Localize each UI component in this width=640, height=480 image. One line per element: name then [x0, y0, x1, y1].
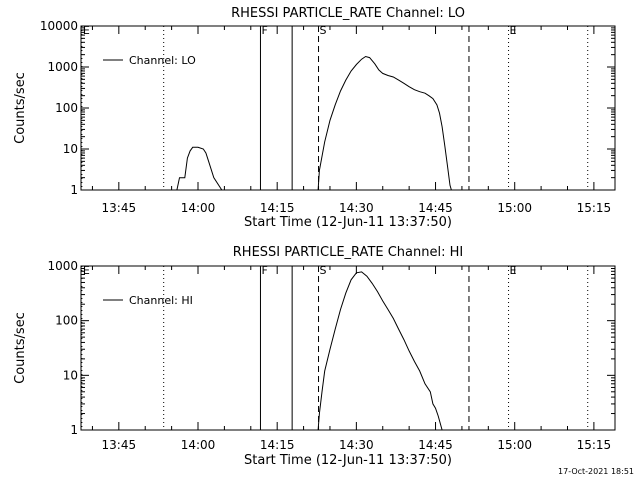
y-tick-label: 10000	[40, 19, 78, 33]
plot-frame	[80, 25, 616, 191]
legend-label: Channel: HI	[129, 294, 193, 307]
x-tick-label: 14:45	[418, 201, 453, 215]
event-marker-label: E	[510, 264, 517, 277]
event-marker-label: E	[83, 24, 90, 37]
event-marker-label: E	[83, 264, 90, 277]
x-tick-label: 14:15	[260, 438, 295, 452]
event-marker-label: F	[261, 264, 267, 277]
event-marker-label: S	[320, 264, 327, 277]
x-tick-label: 13:45	[102, 201, 137, 215]
y-tick-label: 100	[55, 101, 78, 115]
footer-timestamp: 17-Oct-2021 18:51	[558, 467, 634, 476]
series-line	[317, 271, 443, 431]
x-tick-label: 13:45	[102, 438, 137, 452]
chart-panel-2: RHESSI PARTICLE_RATE Channel: HI 13:45 14:…	[13, 245, 616, 468]
y-tick-label: 10	[63, 142, 78, 156]
event-marker-label: F	[261, 24, 267, 37]
y-tick-label: 1000	[47, 60, 78, 74]
x-tick-label: 14:00	[181, 201, 216, 215]
y-tick-label: 100	[55, 314, 78, 328]
chart-title: RHESSI PARTICLE_RATE Channel: HI	[233, 245, 463, 260]
y-tick-label: 1	[70, 423, 78, 437]
event-marker-label: S	[320, 24, 327, 37]
x-tick-label: 14:30	[339, 201, 374, 215]
y-tick-label: 1	[70, 183, 78, 197]
chart-title: RHESSI PARTICLE_RATE Channel: LO	[231, 6, 465, 21]
chart-panel-1: RHESSI PARTICLE_RATE Channel: LO 13:45 14:…	[13, 6, 616, 230]
x-tick-label: 14:15	[260, 201, 295, 215]
x-tick-label: 15:00	[497, 201, 532, 215]
x-tick-label: 14:30	[339, 438, 374, 452]
plot-frame	[80, 265, 616, 431]
x-tick-label: 15:15	[577, 201, 612, 215]
x-tick-label: 15:00	[497, 438, 532, 452]
y-axis-label: Counts/sec	[13, 312, 28, 384]
x-tick-label: 15:15	[577, 438, 612, 452]
event-marker-label: E	[510, 24, 517, 37]
y-axis-label: Counts/sec	[13, 72, 28, 144]
x-axis-label: Start Time (12-Jun-11 13:37:50)	[244, 453, 452, 468]
x-axis-label: Start Time (12-Jun-11 13:37:50)	[244, 215, 452, 230]
y-tick-label: 1000	[47, 259, 78, 273]
legend-label: Channel: LO	[129, 54, 196, 67]
x-tick-label: 14:45	[418, 438, 453, 452]
series-line	[317, 55, 452, 191]
y-tick-label: 10	[63, 368, 78, 382]
series-line	[176, 146, 223, 191]
x-tick-label: 14:00	[181, 438, 216, 452]
